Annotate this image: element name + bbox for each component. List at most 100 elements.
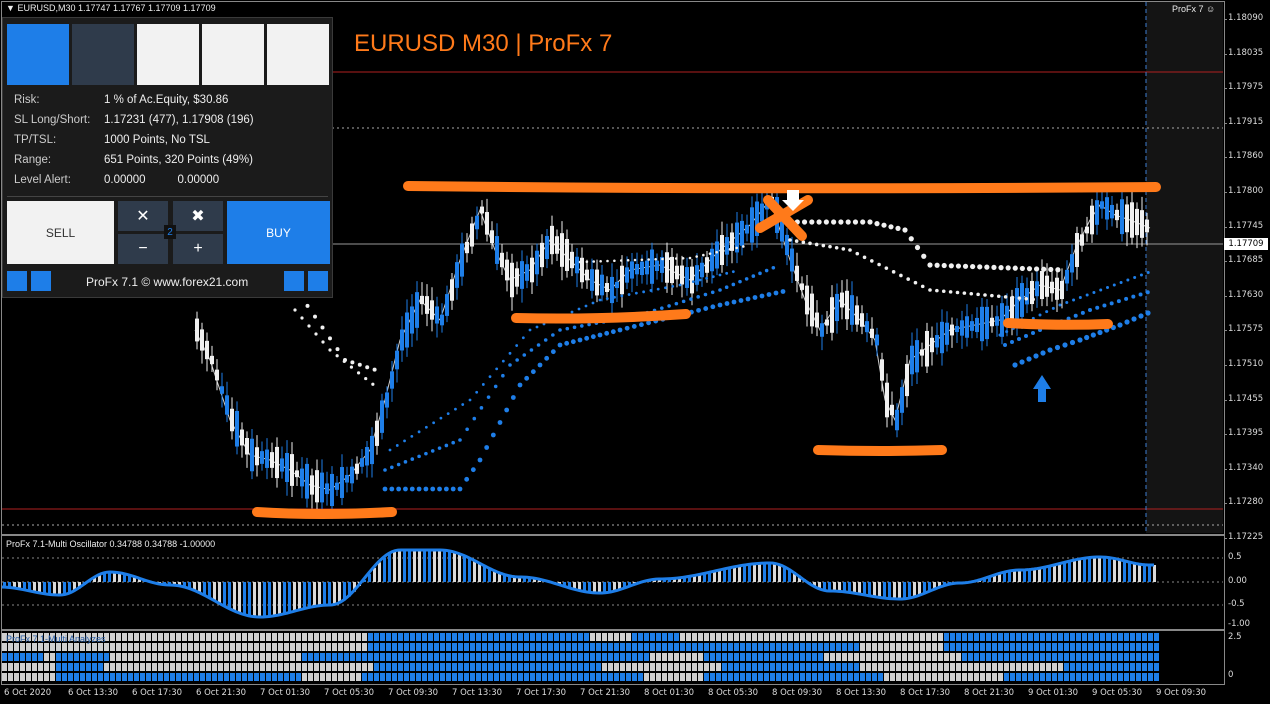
osc-histogram-bar [288, 582, 291, 613]
analyzer-cell [776, 653, 781, 661]
close-trade-button[interactable]: ✕ [118, 201, 168, 231]
osc-histogram-bar [1068, 561, 1071, 582]
osc-histogram-bar [438, 550, 441, 582]
analyzer-cell [332, 663, 337, 671]
analyzer-cell [806, 653, 811, 661]
analyzer-cell [1028, 673, 1033, 681]
bear-candle [930, 337, 934, 353]
resistance-band-dot [668, 257, 671, 261]
bear-candle [920, 349, 924, 356]
analyzer-cell [350, 653, 355, 661]
color-swatch-slate[interactable] [72, 24, 134, 85]
analyzer-cell [446, 653, 451, 661]
bear-candle [315, 470, 319, 503]
analyzer-pane[interactable] [1, 630, 1225, 685]
price-tick [1224, 19, 1227, 20]
support-band-dot [535, 325, 539, 329]
analyzer-cell [1088, 653, 1093, 661]
analyzer-cell [1154, 643, 1159, 651]
analyzer-cell [908, 673, 913, 681]
analyzer-cell [908, 663, 913, 671]
analyzer-cell [374, 653, 379, 661]
analyzer-cell [1148, 673, 1153, 681]
resistance-band-dot [996, 294, 1001, 299]
analyzer-cell [1046, 653, 1051, 661]
osc-histogram-bar [1118, 559, 1121, 582]
osc-histogram-bar [78, 582, 81, 589]
analyzer-cell [800, 653, 805, 661]
color-swatch-white-2[interactable] [202, 24, 264, 85]
analyzer-cell [350, 633, 355, 641]
analyzer-cell [116, 653, 121, 661]
analyzer-cell [68, 663, 73, 671]
analyzer-cell [38, 663, 43, 671]
analyzer-cell [1100, 633, 1105, 641]
sell-button[interactable]: SELL [7, 201, 114, 264]
analyzer-cell [230, 663, 235, 671]
osc-histogram-bar [23, 582, 26, 590]
color-swatch-white-3[interactable] [267, 24, 329, 85]
analyzer-cell [152, 653, 157, 661]
support-band-dot [1024, 334, 1028, 338]
buy-button[interactable]: BUY [227, 201, 330, 264]
analyzer-cell [404, 653, 409, 661]
analyzer-cell [914, 633, 919, 641]
analyzer-cell [656, 633, 661, 641]
main-chart-area[interactable] [1, 1, 1225, 535]
increase-lot-button[interactable]: + [173, 234, 223, 264]
analyzer-cell [824, 673, 829, 681]
analyzer-cell [1034, 663, 1039, 671]
analyzer-cell [164, 653, 169, 661]
resistance-band-dot [585, 260, 589, 264]
decrease-lot-button[interactable]: − [118, 234, 168, 264]
lot-value[interactable]: 2 [164, 225, 176, 239]
analyzer-cell [626, 663, 631, 671]
analyzer-cell [962, 643, 967, 651]
osc-histogram-bar [828, 582, 831, 591]
bear-candle [550, 225, 554, 255]
oscillator-pane[interactable] [1, 535, 1225, 630]
osc-histogram-bar [173, 582, 176, 586]
analyzer-cell [692, 633, 697, 641]
analyzer-cell [224, 633, 229, 641]
price-chart[interactable] [0, 0, 1224, 534]
analyzer-cell [968, 633, 973, 641]
bull-candle [335, 482, 339, 490]
chevron-down-icon[interactable]: ▼ [6, 3, 15, 13]
bull-candle [790, 248, 794, 272]
analyzer-cell [422, 663, 427, 671]
bear-candle [605, 283, 609, 292]
support-band-dot [537, 362, 543, 368]
analyzer-cell [416, 633, 421, 641]
close-all-button[interactable]: ✖ [173, 201, 223, 231]
osc-histogram-bar [463, 555, 466, 582]
support-band-dot [696, 295, 700, 299]
analyzer-cell [74, 643, 79, 651]
osc-histogram-bar [628, 582, 631, 587]
bull-candle [385, 392, 389, 408]
analyzer-cell [398, 663, 403, 671]
price-tick-label: 1.17280 [1228, 497, 1264, 508]
analyzer-cell [434, 643, 439, 651]
analyzer-cell [554, 643, 559, 651]
bear-candle [1145, 219, 1149, 233]
osc-histogram-bar [858, 582, 861, 594]
osc-histogram-bar [253, 582, 256, 617]
osc-histogram-bar [448, 550, 451, 582]
analyzer-cell [296, 633, 301, 641]
analyzer-cell [1022, 663, 1027, 671]
support-band-dot [1078, 296, 1082, 299]
bear-candle [1085, 226, 1089, 234]
color-swatch-blue[interactable] [7, 24, 69, 85]
support-band-dot [479, 406, 484, 410]
bull-candle [635, 264, 639, 275]
footer-toggle-1[interactable] [7, 271, 27, 291]
footer-toggle-2[interactable] [31, 271, 51, 291]
resistance-band-dot [906, 277, 910, 281]
footer-toggle-3[interactable] [284, 271, 304, 291]
color-swatch-white-1[interactable] [137, 24, 199, 85]
analyzer-cell [632, 653, 637, 661]
sl-value: 1.17231 (477), 1.17908 (196) [104, 114, 254, 126]
footer-toggle-4[interactable] [308, 271, 328, 291]
support-band-dot [1019, 359, 1025, 365]
